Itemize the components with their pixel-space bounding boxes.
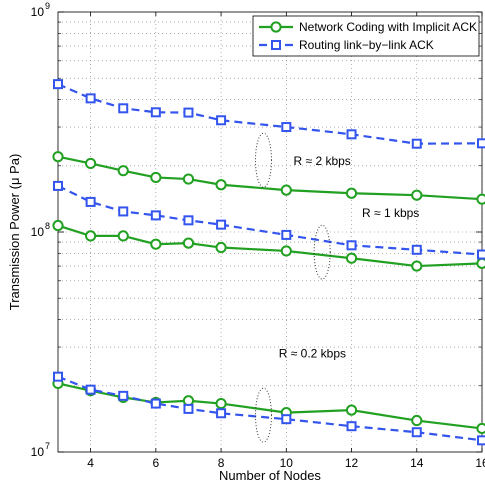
data-point [118,206,129,217]
x-tick-label: 10 [280,456,294,470]
data-point [85,157,97,170]
y-tick-label: 10 [31,5,45,19]
series-routing [53,79,485,446]
x-tick-label: 14 [410,456,424,470]
data-point [183,107,194,118]
data-point [117,230,129,242]
annotations: R ≈ 2 kbps R ≈ 1 kbps R ≈ 0.2 kbps [254,132,419,443]
data-point [183,403,194,414]
y-tick-exponent: 8 [45,221,50,231]
data-point [53,180,63,191]
series-line [57,224,483,268]
series-line [57,382,483,430]
data-point [150,398,161,409]
data-point [215,179,227,191]
data-point [216,115,227,126]
annotation-ellipse [254,132,272,188]
data-point [150,107,161,118]
data-point [118,103,129,114]
data-point [477,435,485,446]
data-point [85,196,96,207]
data-point [411,244,422,255]
series-line [57,375,483,442]
x-tick-label: 4 [87,456,94,470]
series-line [57,83,483,145]
data-point [411,414,423,427]
x-tick-label: 8 [218,456,225,470]
data-point [52,219,64,232]
data-point [150,210,161,221]
annotation-label: R ≈ 1 kbps [362,206,419,220]
data-point [476,422,485,435]
series-line [57,184,483,256]
data-point [345,404,358,416]
legend-item-routing: Routing link−by−link ACK [259,38,434,52]
data-point [182,173,195,185]
annotation-ellipse [254,387,272,443]
data-point [411,138,422,149]
y-axis-title: Transmission Power (μ Pa) [7,154,22,311]
data-point [183,215,194,226]
data-point [281,414,292,425]
data-point [85,384,96,395]
x-tick-label: 12 [345,456,359,470]
data-point [346,240,357,251]
data-point [477,249,485,260]
data-point [52,151,64,163]
data-point [53,371,63,382]
data-point [117,165,129,177]
data-point [216,219,227,230]
data-point [85,93,96,104]
data-point [281,229,292,240]
annotation-ellipse [313,224,331,280]
data-point [118,390,129,401]
data-point [215,241,227,254]
data-point [216,408,227,419]
data-point [411,427,422,438]
legend-swatch-marker [270,21,282,33]
data-point [345,187,358,199]
axis-ticks: 46810121416107108109 [31,1,485,470]
x-tick-label: 6 [153,456,160,470]
legend-item-network-coding: Network Coding with Implicit ACK [259,20,477,34]
legend: Network Coding with Implicit ACK Routing … [252,15,480,57]
data-point [215,397,227,410]
data-point [411,260,423,272]
legend-box [252,15,480,57]
legend-swatch-marker [271,40,281,50]
data-point [477,138,485,149]
series-network-coding [52,151,485,435]
y-tick-exponent: 9 [45,1,50,11]
data-point [182,237,195,249]
series-layer [52,79,485,446]
annotation-label: R ≈ 0.2 kbps [279,347,346,361]
y-tick-label: 10 [31,445,45,459]
data-point [346,421,357,432]
legend-label: Routing link−by−link ACK [299,38,434,52]
annotation-label: R ≈ 2 kbps [294,154,351,168]
data-point [150,171,162,184]
data-point [346,129,357,140]
data-point [53,79,63,90]
series-line [57,155,483,201]
data-point [280,184,292,196]
data-point [85,230,97,242]
y-tick-label: 10 [31,225,45,239]
data-point [150,238,162,250]
data-point [280,245,292,257]
data-point [281,122,292,133]
x-axis-title: Number of Nodes [219,468,321,483]
data-point [411,189,423,201]
data-point [476,257,485,269]
x-tick-label: 16 [475,456,485,470]
y-tick-exponent: 7 [45,441,50,451]
legend-label: Network Coding with Implicit ACK [299,20,477,34]
data-point [345,252,358,264]
data-point [476,193,485,205]
